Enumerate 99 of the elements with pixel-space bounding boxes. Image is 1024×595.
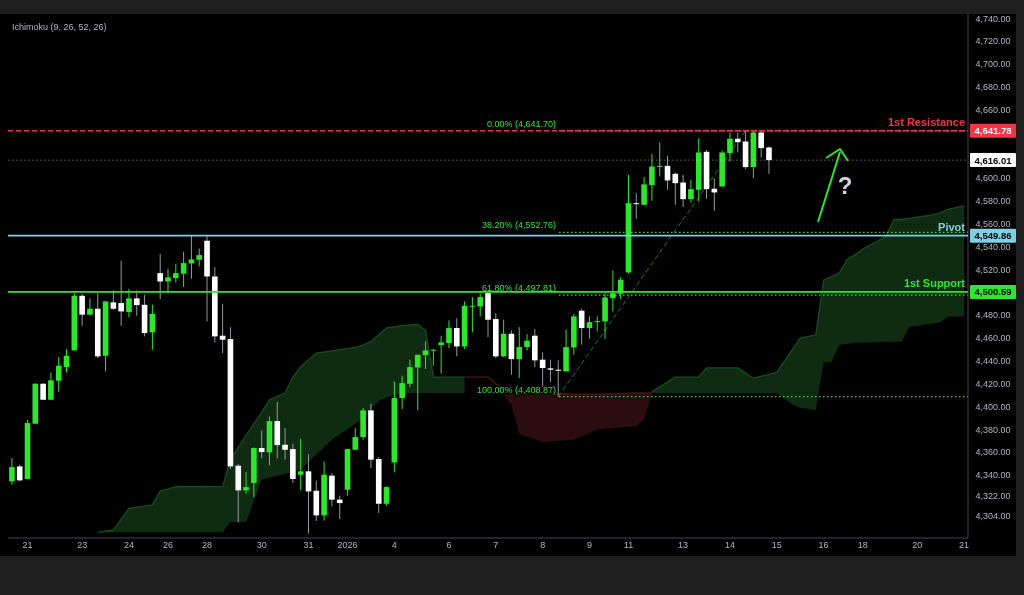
candlestick [407, 359, 413, 388]
candlestick [274, 401, 281, 459]
ref-line-label: Pivot [938, 220, 966, 233]
candlestick [48, 371, 54, 401]
x-tick-label: 9 [586, 540, 592, 550]
candlestick [524, 333, 530, 351]
y-tick-label: 4,560.00 [975, 219, 1011, 230]
candlestick [133, 289, 140, 317]
text: 4,616.01 [974, 154, 1013, 166]
y-tick-label: 4,360.00 [975, 447, 1011, 458]
candlestick [414, 354, 421, 411]
text: 4,641.78 [974, 125, 1012, 137]
candlestick [219, 303, 226, 354]
ref-line-label: 0.00% (4,641.70) [486, 118, 556, 129]
x-tick-label: 28 [202, 540, 213, 550]
candlestick [110, 289, 117, 311]
candlestick [243, 471, 249, 495]
candlestick [516, 326, 523, 379]
candlestick [649, 153, 655, 202]
candlestick [656, 141, 663, 177]
candlestick [258, 429, 265, 459]
candlestick [594, 315, 601, 332]
ref-line-label: 1st Resistance [887, 115, 965, 128]
y-tick-label: 4,600.00 [975, 173, 1011, 184]
candlestick [180, 251, 187, 288]
candlestick [329, 472, 335, 507]
candlestick [766, 145, 772, 175]
candlestick [118, 260, 124, 327]
y-tick-label: 4,340.00 [975, 470, 1011, 481]
y-tick-label: 4,580.00 [975, 196, 1011, 207]
candlestick [680, 174, 686, 208]
x-tick-label: 2026 [337, 540, 358, 550]
x-tick-label: 14 [724, 540, 735, 550]
x-tick-label: 4 [391, 540, 397, 550]
candlestick [399, 375, 405, 410]
candlestick [336, 495, 343, 520]
text: 4,549.86 [974, 230, 1012, 242]
ref-line-label: 61.80% (4,497.81) [481, 283, 556, 294]
candlestick [173, 263, 179, 283]
y-tick-label: 4,304.00 [975, 511, 1011, 522]
x-tick-label: 18 [857, 540, 868, 550]
candlestick [734, 132, 741, 153]
candlestick [555, 359, 562, 398]
candlestick [453, 317, 460, 357]
y-tick-label: 4,480.00 [975, 310, 1011, 321]
candlestick [79, 293, 85, 327]
x-tick-label: 21 [22, 540, 33, 550]
candlestick [438, 335, 444, 375]
candlestick [547, 359, 554, 383]
candlestick [297, 438, 304, 491]
ref-line-label: 100.00% (4,408.87) [476, 384, 556, 395]
candlestick [87, 297, 93, 317]
y-tick-label: 4,740.00 [975, 13, 1011, 24]
x-tick-label: 31 [303, 540, 314, 550]
x-tick-label: 6 [446, 540, 452, 550]
candlestick [727, 132, 733, 162]
x-tick-label: 8 [540, 540, 546, 550]
annotation: ? [837, 172, 853, 199]
x-tick-label: 20 [912, 540, 923, 550]
candlestick [422, 340, 429, 370]
x-tick-label: 11 [623, 540, 634, 550]
candlestick [688, 179, 694, 203]
x-tick-label: 26 [162, 540, 174, 550]
ref-line-label: 38.20% (4,552.76) [481, 220, 556, 231]
y-tick-label: 4,700.00 [975, 59, 1011, 70]
y-tick-label: 4,660.00 [975, 104, 1011, 115]
candlestick [188, 235, 195, 280]
candlestick [282, 427, 288, 461]
candlestick [633, 192, 640, 220]
y-tick-label: 4,440.00 [975, 356, 1011, 367]
candlestick [446, 319, 452, 349]
y-tick-label: 4,720.00 [975, 36, 1011, 47]
x-tick-label: 24 [123, 540, 134, 550]
candlestick [383, 485, 390, 507]
y-tick-label: 4,460.00 [975, 333, 1011, 344]
y-tick-label: 4,322.00 [975, 490, 1011, 501]
y-tick-label: 4,400.00 [975, 401, 1011, 412]
candlestick [55, 356, 62, 393]
x-tick-label: 21 [959, 540, 970, 550]
candlestick [9, 457, 15, 486]
y-tick-label: 4,520.00 [975, 264, 1011, 275]
y-tick-label: 4,420.00 [975, 378, 1011, 389]
x-tick-label: 23 [77, 540, 88, 550]
x-tick-label: 30 [256, 540, 267, 550]
candlestick [758, 130, 764, 158]
text: Ichimoku (9, 26, 52, 26) [12, 22, 107, 32]
x-tick-label: 7 [493, 540, 499, 550]
candlestick [641, 176, 647, 206]
y-tick-label: 4,540.00 [975, 241, 1011, 252]
x-tick-label: 16 [818, 540, 829, 550]
candlestick [157, 253, 163, 300]
text: 4,500.59 [974, 286, 1012, 298]
ref-line-label: 1st Support [903, 276, 966, 289]
candlestick [352, 427, 359, 451]
y-tick-label: 4,380.00 [975, 424, 1011, 435]
y-tick-label: 4,680.00 [975, 82, 1011, 93]
x-tick-label: 15 [771, 540, 782, 550]
candlestick [586, 315, 593, 340]
x-tick-label: 13 [678, 540, 689, 550]
